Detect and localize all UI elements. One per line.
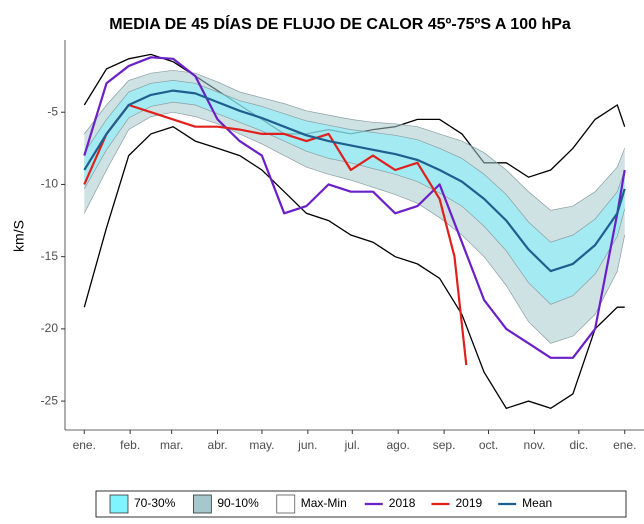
- x-tick-label: feb.: [120, 438, 140, 452]
- legend-label: 90-10%: [217, 496, 259, 510]
- band-area: [84, 80, 625, 305]
- x-tick-label: ene.: [73, 438, 96, 452]
- y-tick-label: -20: [41, 321, 59, 335]
- y-axis-title: km/S: [11, 220, 27, 252]
- band-edge: [83, 125, 625, 410]
- y-tick-label: -10: [41, 177, 59, 191]
- series-line: [83, 89, 626, 273]
- legend-label: Max-Min: [301, 496, 347, 510]
- legend-swatch: [109, 494, 129, 514]
- x-tick-label: abr.: [208, 438, 228, 452]
- x-tick-label: mar.: [160, 438, 183, 452]
- series-line: [83, 103, 468, 366]
- x-tick-label: oct.: [479, 438, 498, 452]
- y-tick-label: -15: [41, 249, 59, 263]
- band-edge: [83, 101, 626, 305]
- band-edge: [83, 111, 626, 344]
- x-tick-label: nov.: [524, 438, 546, 452]
- chart-title: MEDIA DE 45 DÍAS DE FLUJO DE CALOR 45º-7…: [109, 14, 571, 33]
- band-edge: [84, 80, 626, 243]
- y-tick-label: -5: [47, 104, 58, 118]
- x-tick-label: dic.: [570, 438, 589, 452]
- legend-label: Mean: [522, 496, 552, 510]
- legend-label: 2019: [455, 496, 482, 510]
- x-tick-label: ene.: [613, 438, 636, 452]
- legend-box: [95, 490, 627, 518]
- x-tick-label: jun.: [297, 438, 317, 452]
- y-tick-label: -25: [41, 393, 59, 407]
- x-tick-label: sep.: [433, 438, 456, 452]
- plot-area: [83, 53, 626, 410]
- legend-label: 70-30%: [134, 496, 176, 510]
- legend: 70-30% 90-10% Max-Min 2018 2019 Mean: [109, 494, 552, 514]
- band-area: [84, 54, 625, 409]
- series-line: [83, 56, 626, 359]
- x-tick-label: may.: [249, 438, 274, 452]
- legend-swatch: [192, 494, 212, 514]
- x-tick-label: jul.: [344, 438, 360, 452]
- legend-swatch: [276, 494, 296, 514]
- legend-label: 2018: [389, 496, 416, 510]
- x-tick-label: ago.: [387, 438, 410, 452]
- band-edge: [84, 69, 626, 211]
